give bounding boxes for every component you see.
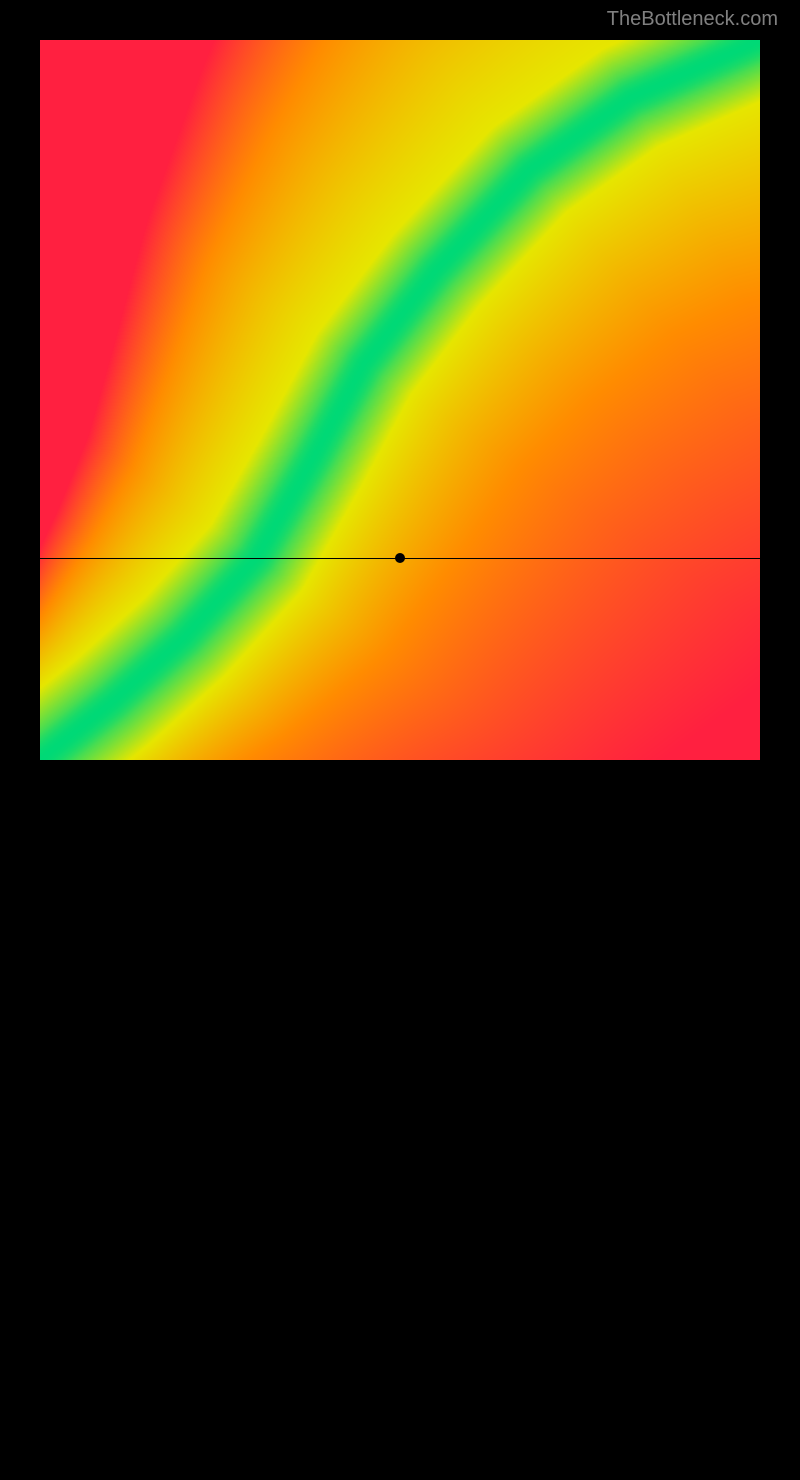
- crosshair-vertical: [400, 760, 401, 1480]
- watermark-text: TheBottleneck.com: [607, 8, 778, 31]
- plot-area: [40, 40, 760, 760]
- crosshair-marker: [395, 553, 405, 563]
- chart-container: TheBottleneck.com: [0, 0, 800, 800]
- heatmap-canvas: [40, 40, 760, 760]
